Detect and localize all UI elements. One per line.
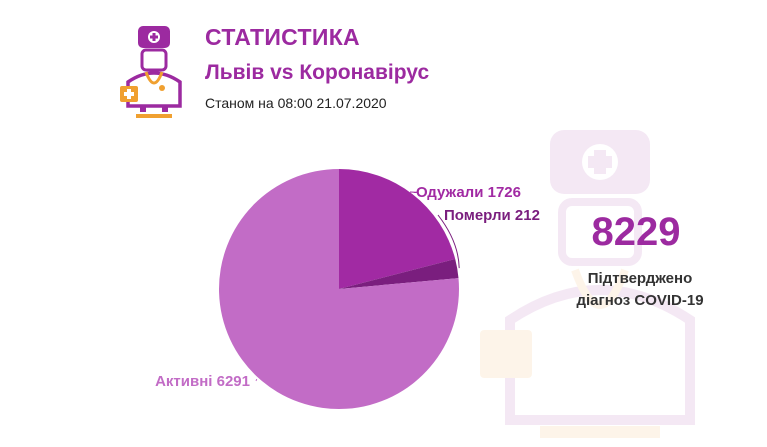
total-confirmed-caption: Підтверджено діагноз COVID-19 — [560, 268, 720, 312]
doctor-watermark-icon — [480, 130, 695, 438]
total-confirmed-value: 8229 — [591, 210, 681, 254]
page-subtitle: Львів vs Коронавірус — [205, 61, 430, 84]
status-date: Станом на 08:00 21.07.2020 — [205, 95, 387, 111]
total-caption-line-2: діагноз COVID-19 — [576, 292, 704, 309]
pie-label-deaths: Померли 212 — [444, 207, 540, 224]
page-title: СТАТИСТИКА — [205, 24, 360, 50]
pie-label-active: Активні 6291 — [155, 373, 250, 390]
pie-slice-recovered — [339, 169, 456, 289]
pie-leader-recovered — [409, 191, 418, 194]
pie-leader-deaths — [437, 214, 460, 269]
pie-label-recovered: Одужали 1726 — [416, 184, 521, 201]
total-caption-line-1: Підтверджено — [587, 270, 693, 287]
pie-slice-active — [219, 169, 459, 410]
pie-slice-deaths — [339, 258, 459, 289]
doctor-logo-icon — [120, 26, 182, 118]
pie-leader-active — [255, 378, 258, 382]
